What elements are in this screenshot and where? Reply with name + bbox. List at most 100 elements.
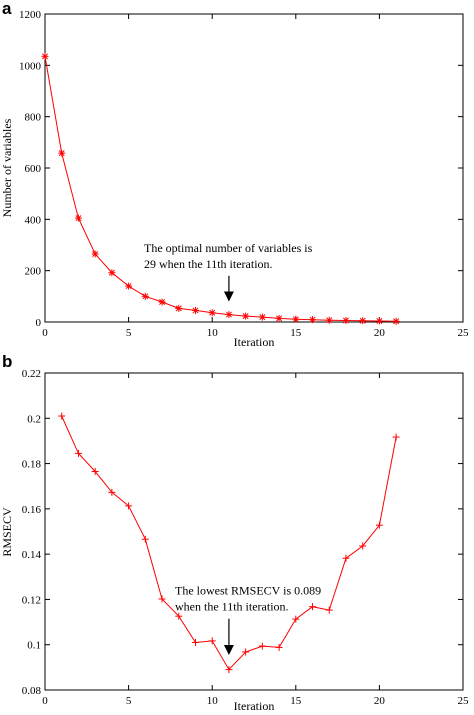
- marker-stroke: [58, 150, 65, 157]
- data-point: [125, 282, 133, 290]
- data-point: [325, 316, 333, 324]
- y-tick-label: 0.16: [22, 504, 42, 516]
- marker-stroke: [175, 305, 182, 312]
- data-point: [158, 298, 166, 306]
- marker-stroke: [125, 283, 132, 290]
- data-point: [309, 603, 317, 611]
- marker-stroke: [42, 53, 48, 60]
- data-point: [125, 502, 133, 510]
- y-tick-label: 200: [25, 266, 42, 278]
- y-tick-label: 1200: [19, 9, 42, 21]
- data-point: [108, 269, 116, 277]
- x-tick-label: 25: [458, 327, 470, 339]
- annotation-text: The optimal number of variables is: [144, 241, 313, 255]
- data-point: [275, 643, 283, 651]
- data-point: [141, 535, 149, 543]
- annotation-text: 29 when the 11th iteration.: [144, 257, 273, 271]
- x-axis-label: Iteration: [234, 335, 275, 349]
- data-point: [191, 306, 199, 314]
- data-point: [359, 542, 367, 550]
- x-tick-label: 15: [290, 327, 302, 339]
- marker-stroke: [292, 316, 299, 323]
- y-tick-label: 600: [25, 163, 42, 175]
- data-point: [392, 433, 400, 441]
- plot-frame: [44, 13, 464, 323]
- y-tick-label: 0.22: [22, 368, 41, 380]
- x-tick-label: 25: [458, 695, 470, 707]
- plot-frame: [44, 372, 464, 691]
- data-point: [225, 666, 233, 674]
- data-point: [342, 554, 350, 562]
- marker-stroke: [159, 299, 166, 305]
- data-point: [74, 449, 82, 457]
- data-point: [309, 316, 317, 324]
- data-point: [275, 314, 283, 322]
- data-point: [58, 412, 66, 420]
- data-point: [292, 615, 300, 623]
- marker-stroke: [326, 317, 333, 324]
- x-tick-label: 5: [126, 695, 132, 707]
- x-tick-label: 20: [374, 695, 386, 707]
- marker-stroke: [209, 309, 216, 316]
- marker-stroke: [342, 317, 349, 324]
- marker-stroke: [259, 314, 266, 321]
- marker-stroke: [108, 269, 115, 276]
- x-tick-label: 0: [42, 695, 48, 707]
- marker-stroke: [393, 318, 400, 325]
- annotation-text: The lowest RMSECV is 0.089: [175, 584, 321, 598]
- x-tick-label: 20: [374, 327, 386, 339]
- data-point: [375, 521, 383, 529]
- marker-stroke: [75, 215, 82, 222]
- marker-stroke: [225, 311, 232, 318]
- x-tick-label: 0: [42, 327, 48, 339]
- data-point: [375, 317, 383, 325]
- data-point: [208, 309, 216, 317]
- marker-stroke: [359, 317, 366, 324]
- x-tick-label: 10: [207, 327, 219, 339]
- marker-stroke: [142, 293, 149, 300]
- y-tick-label: 1000: [19, 60, 42, 72]
- panel-label-a: a: [2, 0, 12, 18]
- data-point: [108, 488, 116, 496]
- y-axis-label: RMSECV: [0, 507, 14, 557]
- y-tick-label: 0.08: [22, 685, 42, 697]
- y-tick-label: 800: [25, 112, 42, 124]
- data-point: [191, 638, 199, 646]
- data-point: [258, 642, 266, 650]
- x-tick-label: 10: [207, 695, 219, 707]
- data-point: [91, 250, 99, 258]
- data-point: [258, 313, 266, 321]
- data-point: [359, 317, 367, 325]
- data-point: [225, 311, 233, 319]
- data-point: [175, 304, 183, 312]
- marker-stroke: [192, 307, 199, 314]
- data-point: [141, 292, 149, 300]
- x-tick-label: 5: [126, 327, 132, 339]
- data-point: [175, 612, 183, 620]
- y-tick-label: 0.2: [27, 413, 41, 425]
- marker-stroke: [242, 313, 249, 320]
- panel-label-b: b: [2, 352, 12, 371]
- data-point: [74, 214, 82, 222]
- y-tick-label: 0.18: [22, 459, 42, 471]
- data-point: [342, 316, 350, 324]
- marker-stroke: [92, 251, 99, 257]
- x-axis-label: Iteration: [234, 699, 275, 713]
- data-point: [242, 312, 250, 320]
- y-tick-label: 0.1: [27, 640, 41, 652]
- chart-panel-b: b 0 5 10 15 20 25 0.08 0.1 0.12 0.14 0.16 0.18 0.2 0.…: [0, 352, 469, 713]
- y-tick-label: 400: [25, 214, 42, 226]
- y-tick-label: 0: [36, 317, 42, 329]
- data-point: [392, 317, 400, 325]
- data-point: [41, 52, 49, 60]
- data-point: [208, 637, 216, 645]
- y-tick-label: 0.12: [22, 594, 41, 606]
- data-point: [158, 595, 166, 603]
- data-point: [325, 606, 333, 614]
- data-point: [242, 648, 250, 656]
- marker-stroke: [309, 316, 316, 323]
- y-tick-label: 0.14: [22, 549, 42, 561]
- marker-stroke: [276, 315, 283, 322]
- y-axis-label: Number of variables: [0, 118, 14, 217]
